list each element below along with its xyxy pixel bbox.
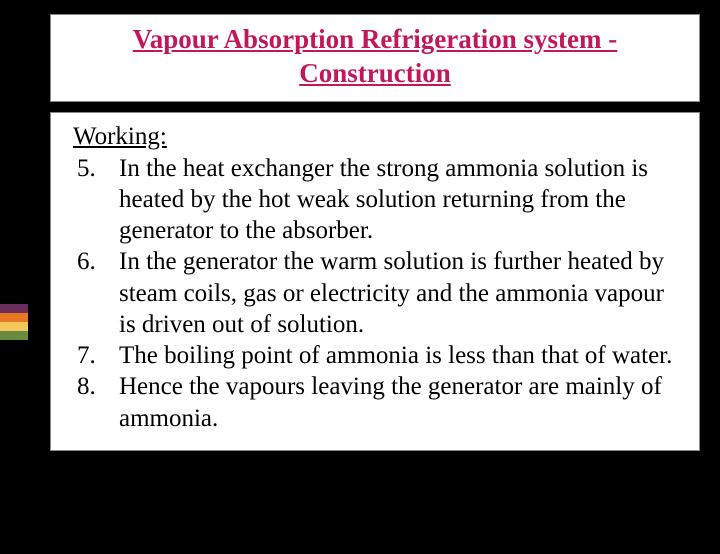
accent-stripe — [0, 322, 28, 331]
content-container: Working: In the heat exchanger the stron… — [50, 112, 700, 451]
working-list: In the heat exchanger the strong ammonia… — [73, 153, 677, 434]
accent-stripe — [0, 304, 28, 313]
list-item: In the generator the warm solution is fu… — [73, 246, 677, 340]
slide-title: Vapour Absorption Refrigeration system -… — [71, 23, 679, 91]
side-accent-stripes — [0, 304, 28, 340]
accent-stripe — [0, 313, 28, 322]
list-item: Hence the vapours leaving the generator … — [73, 371, 677, 434]
list-item: In the heat exchanger the strong ammonia… — [73, 153, 677, 247]
working-heading: Working: — [73, 123, 677, 151]
list-item: The boiling point of ammonia is less tha… — [73, 340, 677, 371]
accent-stripe — [0, 331, 28, 340]
title-container: Vapour Absorption Refrigeration system -… — [50, 14, 700, 102]
